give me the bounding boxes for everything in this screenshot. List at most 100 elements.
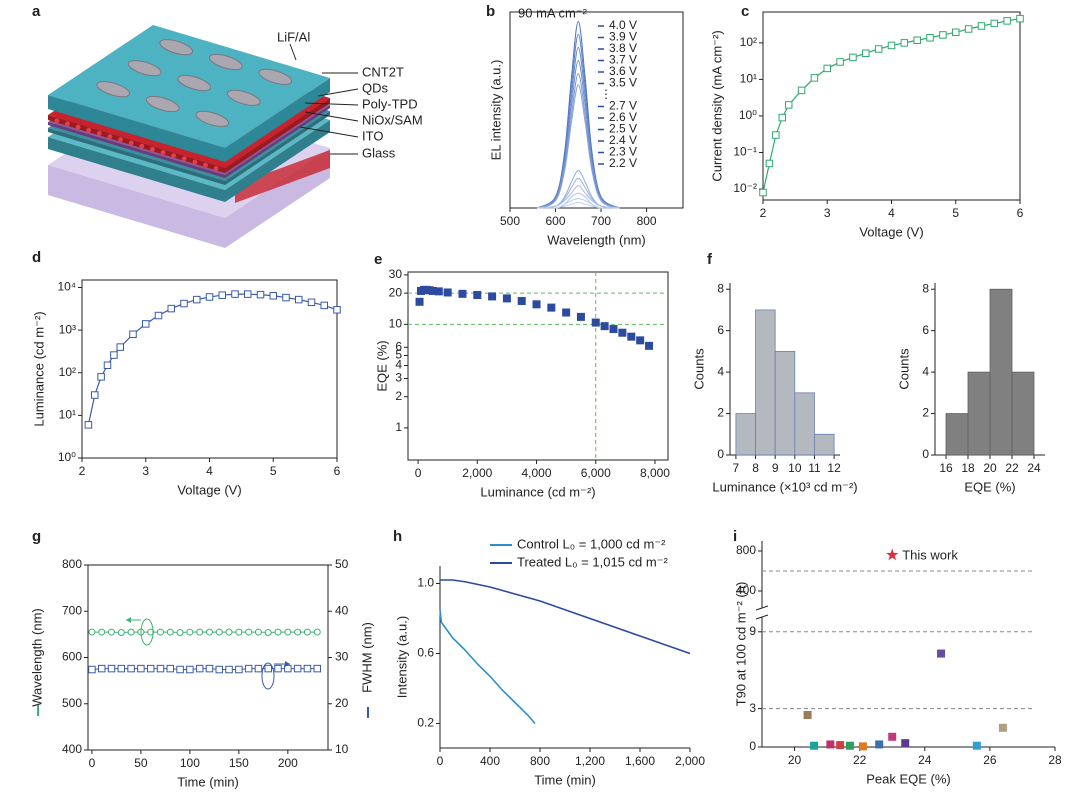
series-indicator: [140, 618, 154, 646]
layer-label: QDs: [362, 80, 389, 95]
series-indicator: [261, 662, 275, 690]
y-tick-label: 400: [62, 742, 82, 756]
qd-dot: [86, 127, 92, 133]
x-tick-label: 2: [79, 464, 86, 478]
y-tick-label: 30: [389, 267, 403, 281]
marker: [836, 58, 844, 66]
histogram-bar: [1011, 371, 1035, 456]
panel-label: h: [393, 528, 402, 545]
y-tick-label: 6: [395, 339, 402, 353]
y-tick-label: 10⁰: [739, 108, 757, 122]
marker: [103, 361, 112, 369]
marker: [245, 628, 253, 636]
marker: [333, 306, 341, 314]
y-tick-label: 2: [395, 389, 402, 403]
x-tick-label: 2,000: [675, 754, 705, 768]
x-tick-label: 100: [180, 756, 200, 770]
x-axis-label: Voltage (V): [177, 482, 241, 497]
y-tick-label: 10⁴: [57, 280, 76, 294]
marker: [849, 53, 857, 62]
marker: [313, 664, 321, 673]
marker: [176, 629, 184, 637]
y-tick-label: 4: [395, 358, 402, 372]
layer-side: [48, 137, 225, 202]
marker: [576, 312, 585, 321]
panel-label: c: [741, 3, 749, 20]
marker: [117, 664, 126, 673]
marker: [888, 732, 897, 741]
x-tick-label: 0: [437, 754, 444, 768]
histogram-bar: [945, 413, 969, 456]
y-tick-label: 10⁰: [58, 450, 76, 464]
layer-side: [225, 120, 330, 202]
marker: [154, 311, 163, 320]
marker: [875, 740, 884, 749]
marker: [313, 628, 321, 636]
axis-break: [755, 605, 769, 611]
marker: [167, 304, 175, 313]
x-tick-label: 3: [142, 464, 149, 478]
qd-dot: [150, 146, 155, 152]
y-tick-label: 10¹: [740, 72, 757, 86]
marker: [147, 628, 155, 636]
y2-axis-label: FWHM (nm): [359, 622, 374, 693]
marker: [845, 741, 854, 750]
marker: [926, 34, 934, 42]
marker: [772, 131, 780, 139]
marker: [180, 299, 188, 308]
marker: [116, 343, 124, 351]
histogram-bar: [967, 371, 991, 456]
legend-ellipsis: ⋮: [600, 87, 612, 101]
series-line: [537, 185, 620, 209]
series-line: [537, 60, 620, 209]
marker: [759, 188, 767, 197]
marker: [836, 741, 845, 750]
x-tick-label: 24: [1027, 461, 1041, 475]
y-tick-label: 0.2: [417, 716, 434, 730]
y-tick-label: 10¹: [59, 408, 76, 422]
marker: [256, 290, 265, 299]
y-axis-label: T90 at 100 cd m⁻² (h): [733, 582, 748, 707]
x-tick-label: 16: [939, 461, 953, 475]
marker: [488, 292, 497, 301]
electrode-pad: [208, 53, 243, 71]
marker: [458, 289, 467, 298]
series-line: [537, 84, 620, 209]
layer-side: [48, 115, 225, 173]
x-tick-label: 22: [853, 753, 867, 767]
marker: [142, 320, 150, 328]
y-axis-label: Luminance (cd m⁻²): [31, 311, 46, 426]
leader-line: [304, 102, 359, 106]
electrode-pad: [159, 39, 194, 56]
marker: [282, 293, 290, 302]
marker: [284, 628, 292, 636]
layer-side: [48, 128, 225, 185]
marker: [977, 22, 986, 30]
marker: [254, 664, 263, 673]
marker: [269, 292, 277, 300]
y-tick-label: 1: [395, 420, 402, 434]
x-tick-label: 20: [983, 461, 997, 475]
marker: [108, 628, 116, 636]
marker: [862, 49, 870, 57]
histogram-bar: [794, 392, 815, 456]
x-tick-label: 150: [229, 756, 249, 770]
marker: [215, 628, 223, 636]
marker: [186, 628, 194, 636]
marker: [810, 74, 819, 82]
y-tick-label: 4: [922, 364, 929, 378]
y-axis-label: Wavelength (nm): [29, 608, 44, 707]
y-tick-label: 6: [922, 323, 929, 337]
legend-label: 4.0 V: [609, 18, 637, 32]
x-tick-label: 4: [206, 464, 213, 478]
marker: [205, 293, 214, 301]
series-line: [537, 201, 620, 209]
y2-tick-label: 30: [335, 650, 349, 664]
marker: [952, 28, 960, 37]
x-tick-label: 24: [918, 753, 932, 767]
x-axis-label: Voltage (V): [859, 224, 923, 239]
marker: [166, 664, 175, 673]
qd-dot: [181, 156, 187, 162]
y-tick-label: 10: [389, 316, 403, 330]
histogram-bar: [755, 309, 776, 456]
